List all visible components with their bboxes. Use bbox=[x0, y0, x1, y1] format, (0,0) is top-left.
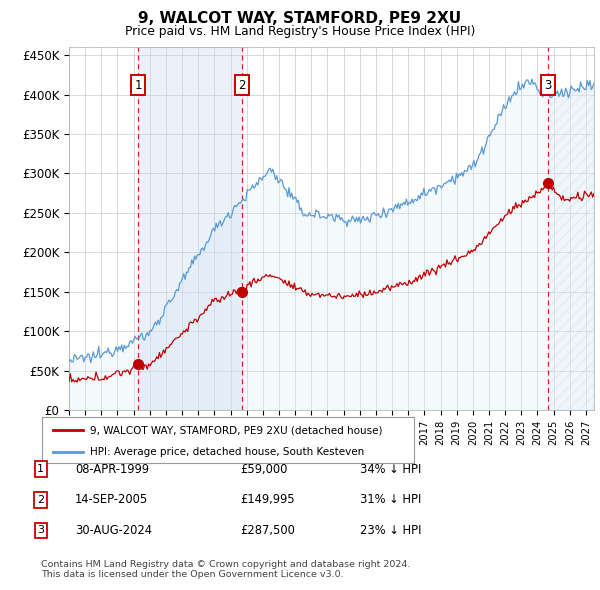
Text: HPI: Average price, detached house, South Kesteven: HPI: Average price, detached house, Sout… bbox=[91, 447, 365, 457]
Bar bbox=[138, 47, 242, 410]
Text: 08-APR-1999: 08-APR-1999 bbox=[75, 463, 149, 476]
Text: 1: 1 bbox=[37, 464, 44, 474]
Text: 3: 3 bbox=[37, 526, 44, 535]
Text: £149,995: £149,995 bbox=[240, 493, 295, 506]
Text: 31% ↓ HPI: 31% ↓ HPI bbox=[360, 493, 421, 506]
Text: 23% ↓ HPI: 23% ↓ HPI bbox=[360, 524, 421, 537]
Text: 9, WALCOT WAY, STAMFORD, PE9 2XU: 9, WALCOT WAY, STAMFORD, PE9 2XU bbox=[139, 11, 461, 25]
Text: Price paid vs. HM Land Registry's House Price Index (HPI): Price paid vs. HM Land Registry's House … bbox=[125, 25, 475, 38]
Text: 1: 1 bbox=[134, 79, 142, 92]
Text: £59,000: £59,000 bbox=[240, 463, 287, 476]
Text: 30-AUG-2024: 30-AUG-2024 bbox=[75, 524, 152, 537]
Text: 9, WALCOT WAY, STAMFORD, PE9 2XU (detached house): 9, WALCOT WAY, STAMFORD, PE9 2XU (detach… bbox=[91, 425, 383, 435]
Text: 14-SEP-2005: 14-SEP-2005 bbox=[75, 493, 148, 506]
Text: 2: 2 bbox=[37, 495, 44, 504]
Text: £287,500: £287,500 bbox=[240, 524, 295, 537]
Text: 3: 3 bbox=[544, 79, 552, 92]
Text: 34% ↓ HPI: 34% ↓ HPI bbox=[360, 463, 421, 476]
Text: Contains HM Land Registry data © Crown copyright and database right 2024.
This d: Contains HM Land Registry data © Crown c… bbox=[41, 560, 410, 579]
Text: 2: 2 bbox=[238, 79, 246, 92]
